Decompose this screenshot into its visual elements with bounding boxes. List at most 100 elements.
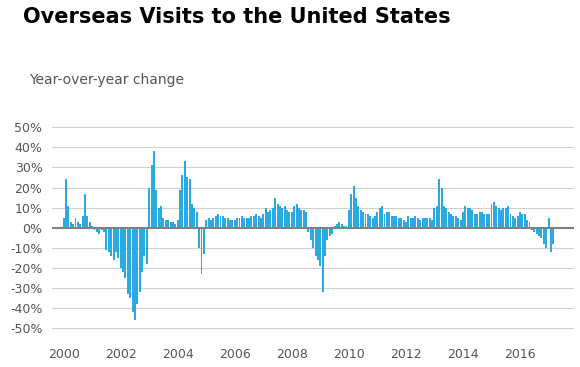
Bar <box>429 218 430 228</box>
Bar <box>519 211 521 228</box>
Bar <box>139 228 141 292</box>
Bar <box>531 228 533 229</box>
Bar <box>63 218 64 228</box>
Bar <box>222 215 224 228</box>
Bar <box>70 222 72 228</box>
Bar <box>165 219 167 228</box>
Bar <box>284 206 285 228</box>
Bar <box>369 215 371 228</box>
Bar <box>146 228 148 264</box>
Bar <box>476 214 478 228</box>
Bar <box>415 215 416 228</box>
Bar <box>215 215 217 228</box>
Bar <box>129 228 131 298</box>
Bar <box>148 188 150 228</box>
Bar <box>65 179 67 228</box>
Bar <box>141 228 143 272</box>
Bar <box>101 228 103 229</box>
Bar <box>300 210 302 228</box>
Bar <box>119 228 122 268</box>
Bar <box>274 197 276 228</box>
Bar <box>110 228 112 255</box>
Bar <box>191 204 193 228</box>
Bar <box>386 211 388 228</box>
Bar <box>143 228 146 255</box>
Bar <box>127 228 129 294</box>
Bar <box>93 228 96 229</box>
Bar <box>298 207 300 228</box>
Bar <box>113 228 114 259</box>
Bar <box>175 224 176 228</box>
Bar <box>517 215 519 228</box>
Bar <box>227 218 229 228</box>
Bar <box>103 228 105 232</box>
Bar <box>509 214 512 228</box>
Bar <box>396 215 397 228</box>
Bar <box>362 211 364 228</box>
Bar <box>320 228 321 266</box>
Bar <box>201 228 202 273</box>
Bar <box>196 211 198 228</box>
Bar <box>343 226 345 228</box>
Bar <box>379 207 380 228</box>
Bar <box>500 210 502 228</box>
Bar <box>77 222 79 228</box>
Bar <box>445 207 447 228</box>
Bar <box>158 207 160 228</box>
Bar <box>495 206 497 228</box>
Bar <box>459 219 462 228</box>
Bar <box>346 226 347 228</box>
Bar <box>251 215 252 228</box>
Bar <box>258 215 259 228</box>
Bar <box>514 218 516 228</box>
Bar <box>541 228 542 237</box>
Bar <box>179 189 181 228</box>
Bar <box>407 215 409 228</box>
Bar <box>122 228 124 272</box>
Bar <box>422 218 423 228</box>
Bar <box>224 218 226 228</box>
Bar <box>331 228 333 233</box>
Bar <box>398 218 400 228</box>
Bar <box>198 228 200 248</box>
Bar <box>474 214 476 228</box>
Bar <box>334 226 336 228</box>
Bar <box>441 188 443 228</box>
Bar <box>272 207 274 228</box>
Bar <box>462 211 464 228</box>
Bar <box>86 215 88 228</box>
Bar <box>264 207 267 228</box>
Bar <box>262 214 264 228</box>
Bar <box>512 215 514 228</box>
Bar <box>391 215 393 228</box>
Bar <box>436 206 438 228</box>
Bar <box>443 206 445 228</box>
Bar <box>203 228 205 254</box>
Bar <box>169 222 172 228</box>
Bar <box>419 219 421 228</box>
Bar <box>167 219 169 228</box>
Bar <box>279 206 281 228</box>
Bar <box>231 219 233 228</box>
Bar <box>160 206 162 228</box>
Bar <box>526 219 528 228</box>
Text: Year-over-year change: Year-over-year change <box>29 73 184 87</box>
Bar <box>305 211 307 228</box>
Bar <box>98 228 100 233</box>
Bar <box>329 228 331 236</box>
Bar <box>336 224 338 228</box>
Bar <box>153 152 155 228</box>
Bar <box>296 204 298 228</box>
Bar <box>253 215 255 228</box>
Bar <box>388 211 390 228</box>
Bar <box>488 214 490 228</box>
Bar <box>543 228 545 244</box>
Bar <box>481 211 483 228</box>
Bar <box>355 197 357 228</box>
Bar <box>491 204 492 228</box>
Bar <box>193 207 195 228</box>
Bar <box>281 207 283 228</box>
Bar <box>277 204 278 228</box>
Bar <box>536 228 538 233</box>
Bar <box>210 219 212 228</box>
